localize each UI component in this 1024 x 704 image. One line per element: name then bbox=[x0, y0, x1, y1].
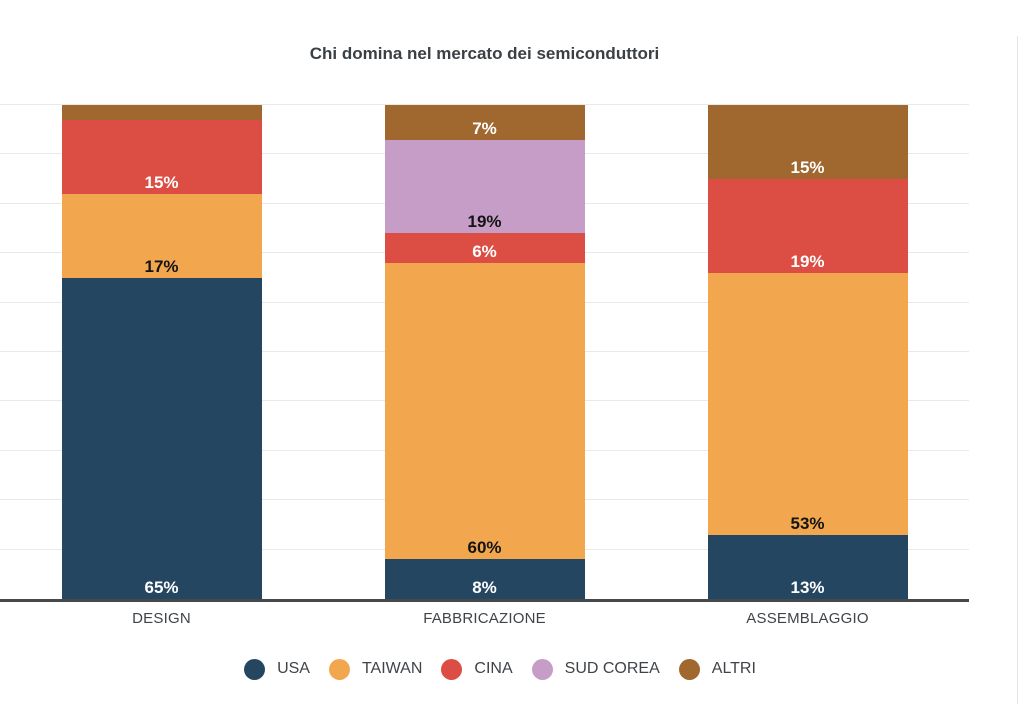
category-label-design: DESIGN bbox=[132, 610, 191, 627]
legend-label: SUD COREA bbox=[564, 660, 660, 677]
segment-value-label: 7% bbox=[472, 118, 497, 138]
segment-sud-corea-fabbricazione: 19% bbox=[384, 139, 585, 234]
legend-item-usa: USA bbox=[244, 658, 310, 680]
page-edge-divider bbox=[1017, 36, 1018, 704]
segment-altri-assemblaggio: 15% bbox=[707, 105, 908, 180]
legend-swatch-icon bbox=[441, 658, 463, 680]
x-axis-line bbox=[0, 599, 969, 602]
legend-label: TAIWAN bbox=[361, 660, 423, 677]
legend-label: ALTRI bbox=[711, 660, 756, 677]
segment-altri-design bbox=[61, 105, 262, 120]
legend-item-taiwan: TAIWAN bbox=[328, 658, 423, 680]
segment-value-label: 13% bbox=[790, 577, 825, 597]
bar-assemblaggio: 15% 19% 53% 13% bbox=[707, 105, 908, 599]
segment-cina-assemblaggio: 19% bbox=[707, 179, 908, 273]
legend-swatch-icon bbox=[531, 658, 553, 680]
segment-usa-assemblaggio: 13% bbox=[707, 534, 908, 599]
gridline-100 bbox=[0, 104, 969, 105]
legend-label: CINA bbox=[474, 660, 513, 677]
segment-usa-design: 65% bbox=[61, 277, 262, 599]
legend-item-altri: ALTRI bbox=[678, 658, 756, 680]
segment-value-label: 17% bbox=[144, 256, 179, 276]
segment-value-label: 65% bbox=[144, 577, 179, 597]
x-axis-labels: DESIGN FABBRICAZIONE ASSEMBLAGGIO bbox=[0, 610, 969, 630]
legend-swatch-icon bbox=[328, 658, 350, 680]
segment-value-label: 15% bbox=[790, 158, 825, 178]
segment-value-label: 19% bbox=[467, 212, 502, 232]
category-label-fabbricazione: FABBRICAZIONE bbox=[423, 610, 546, 627]
segment-value-label: 53% bbox=[790, 513, 825, 533]
category-label-assemblaggio: ASSEMBLAGGIO bbox=[746, 610, 869, 627]
segment-value-label: 8% bbox=[472, 577, 497, 597]
chart-title: Chi domina nel mercato dei semiconduttor… bbox=[309, 44, 660, 63]
segment-usa-fabbricazione: 8% bbox=[384, 559, 585, 599]
bar-fabbricazione: 7% 19% 6% 60% 8% bbox=[384, 105, 585, 599]
segment-taiwan-design: 17% bbox=[61, 193, 262, 278]
segment-value-label: 19% bbox=[790, 251, 825, 271]
segment-taiwan-assemblaggio: 53% bbox=[707, 272, 908, 535]
segment-cina-design: 15% bbox=[61, 119, 262, 194]
segment-value-label: 60% bbox=[467, 538, 502, 558]
segment-value-label: 6% bbox=[472, 242, 497, 262]
segment-taiwan-fabbricazione: 60% bbox=[384, 263, 585, 560]
legend: USA TAIWAN CINA SUD COREA ALTRI bbox=[0, 654, 1000, 684]
plot-area: 15% 17% 65% 7% 19% 6% 60% 8% 15% 19% 53% 13% bbox=[0, 104, 969, 599]
segment-value-label: 15% bbox=[144, 172, 179, 192]
legend-item-cina: CINA bbox=[441, 658, 513, 680]
legend-item-sud-corea: SUD COREA bbox=[531, 658, 660, 680]
legend-swatch-icon bbox=[678, 658, 700, 680]
legend-swatch-icon bbox=[244, 658, 266, 680]
legend-label: USA bbox=[277, 660, 310, 677]
segment-cina-fabbricazione: 6% bbox=[384, 233, 585, 264]
bar-design: 15% 17% 65% bbox=[61, 105, 262, 599]
segment-altri-fabbricazione: 7% bbox=[384, 105, 585, 140]
